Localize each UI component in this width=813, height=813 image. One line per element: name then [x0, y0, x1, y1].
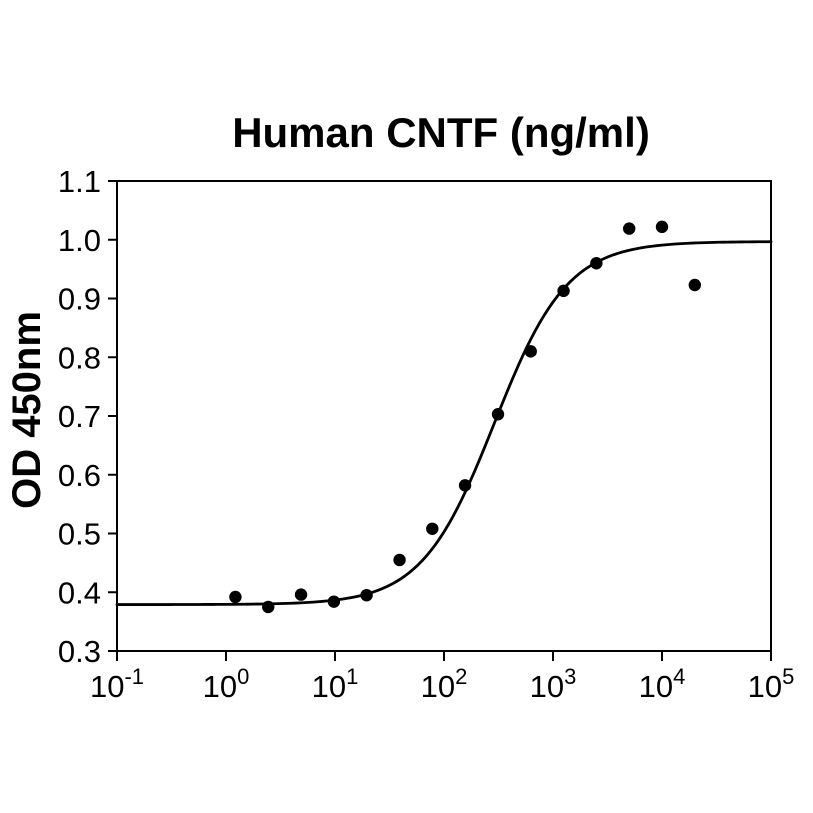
data-point [557, 284, 570, 298]
data-point [393, 553, 406, 567]
y-tick-label: 1.1 [58, 164, 101, 199]
y-tick-label: 0.5 [58, 517, 101, 552]
x-tick-label: 105 [748, 664, 795, 704]
fit-curve-line [115, 240, 773, 606]
data-point [688, 278, 702, 292]
y-tick-label: 0.8 [58, 340, 101, 375]
x-tick-label: 104 [639, 664, 686, 704]
data-point [458, 479, 472, 492]
x-tick-label: 100 [203, 664, 250, 704]
y-tick-label: 0.9 [58, 282, 101, 317]
data-point [294, 588, 308, 601]
y-axis-label: OD 450nm [5, 311, 49, 509]
y-tick-label: 0.6 [58, 458, 101, 493]
data-point [524, 345, 537, 358]
y-tick-label: 0.4 [58, 575, 101, 610]
y-tick-label: 1.0 [58, 223, 101, 258]
data-point [327, 595, 341, 608]
y-tick-label: 0.7 [58, 399, 101, 434]
data-point [360, 588, 373, 602]
x-tick-label: 101 [312, 664, 359, 704]
data-point [262, 600, 275, 614]
plot-frame [116, 180, 772, 652]
data-points [229, 220, 702, 614]
data-point [229, 590, 242, 604]
data-point [622, 222, 636, 235]
chart-title: Human CNTF (ng/ml) [232, 109, 650, 156]
data-point [590, 257, 603, 270]
fit-curve [115, 240, 773, 606]
x-tick-label: 102 [421, 664, 468, 704]
x-tick-label: 10-1 [90, 664, 144, 704]
y-tick-label: 0.3 [58, 634, 101, 669]
data-point [491, 408, 505, 421]
data-point [655, 220, 669, 234]
y-axis-ticks: 1.1 1.0 0.9 0.8 0.7 0.6 0.5 0.4 0.3 [58, 164, 117, 669]
x-axis-ticks: 10-1 100 101 102 103 104 105 [90, 651, 794, 704]
data-point [426, 522, 439, 535]
x-tick-label: 103 [530, 664, 577, 704]
